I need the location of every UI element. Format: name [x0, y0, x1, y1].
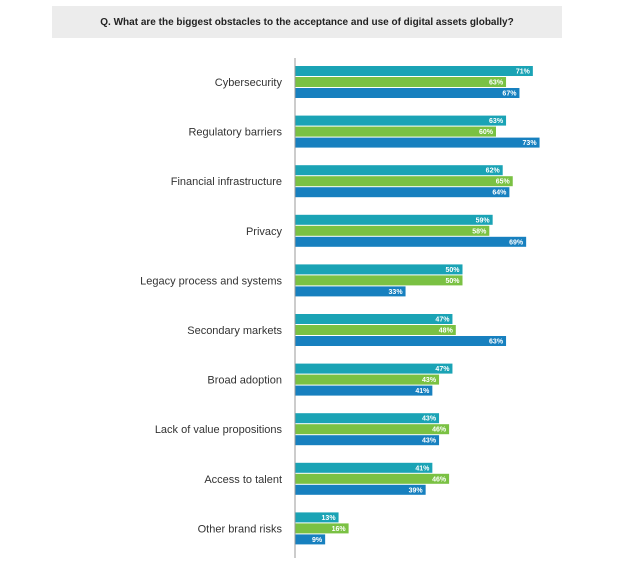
bar-privacy-series-1	[295, 214, 493, 225]
value-label-other-brand-risks-series-1: 13%	[322, 515, 337, 522]
bar-lack-of-value-propositions-series-1	[295, 413, 440, 424]
bar-secondary-markets-series-1	[295, 314, 453, 324]
chart-title-box: Q. What are the biggest obstacles to the…	[52, 6, 562, 38]
bar-broad-adoption-series-2	[295, 374, 440, 385]
value-label-legacy-process-and-systems-series-3: 33%	[389, 289, 404, 296]
category-labels-group: Cybersecurity Regulatory barriers Financia…	[140, 77, 282, 535]
category-label-regulatory-barriers: Regulatory barriers	[188, 127, 282, 139]
bar-cybersecurity-series-3	[295, 88, 520, 98]
bar-cybersecurity-series-2	[295, 77, 507, 87]
bar-secondary-markets-series-2	[295, 325, 456, 335]
chart-title: Q. What are the biggest obstacles to the…	[100, 16, 514, 28]
value-label-other-brand-risks-series-2: 16%	[332, 526, 347, 533]
value-label-regulatory-barriers-series-2: 60%	[479, 129, 494, 136]
bar-other-brand-risks-series-2	[295, 523, 349, 534]
value-label-legacy-process-and-systems-series-1: 50%	[445, 267, 460, 274]
value-label-access-to-talent-series-2: 46%	[432, 476, 447, 483]
category-label-broad-adoption: Broad adoption	[207, 375, 282, 387]
category-label-other-brand-risks: Other brand risks	[198, 523, 283, 535]
bars-group: 71% 63% 67% 63% 60% 73% 62% 65% 64% 59% 58% 69% 50% 5…	[295, 66, 540, 545]
bar-regulatory-barriers-series-2	[295, 126, 496, 137]
value-label-access-to-talent-series-1: 41%	[415, 465, 430, 472]
value-label-secondary-markets-series-1: 47%	[435, 317, 450, 324]
bar-legacy-process-and-systems-series-3	[295, 286, 406, 297]
value-label-regulatory-barriers-series-3: 73%	[523, 140, 538, 147]
value-label-legacy-process-and-systems-series-2: 50%	[445, 278, 460, 285]
value-label-broad-adoption-series-3: 41%	[415, 388, 430, 395]
value-label-financial-infrastructure-series-1: 62%	[486, 168, 501, 175]
value-label-privacy-series-3: 69%	[509, 239, 524, 246]
value-label-privacy-series-1: 59%	[476, 217, 491, 224]
value-label-privacy-series-2: 58%	[472, 228, 487, 235]
value-label-secondary-markets-series-3: 63%	[489, 339, 504, 346]
bar-access-to-talent-series-1	[295, 462, 433, 473]
value-label-regulatory-barriers-series-1: 63%	[489, 118, 504, 125]
bar-lack-of-value-propositions-series-3	[295, 435, 440, 446]
bar-financial-infrastructure-series-3	[295, 187, 510, 198]
bar-legacy-process-and-systems-series-2	[295, 275, 463, 286]
bar-access-to-talent-series-2	[295, 473, 450, 484]
bar-secondary-markets-series-3	[295, 336, 507, 346]
bar-other-brand-risks-series-1	[295, 512, 339, 523]
bar-access-to-talent-series-3	[295, 484, 426, 495]
value-label-cybersecurity-series-3: 67%	[502, 91, 517, 98]
bar-regulatory-barriers-series-1	[295, 115, 507, 126]
category-label-lack-of-value-propositions: Lack of value propositions	[155, 424, 283, 436]
value-label-lack-of-value-propositions-series-2: 46%	[432, 427, 447, 434]
category-label-legacy-process-and-systems: Legacy process and systems	[140, 275, 282, 287]
bar-legacy-process-and-systems-series-1	[295, 264, 463, 275]
value-label-broad-adoption-series-2: 43%	[422, 377, 437, 384]
bar-other-brand-risks-series-3	[295, 534, 326, 545]
value-label-cybersecurity-series-1: 71%	[516, 69, 531, 76]
category-label-secondary-markets: Secondary markets	[187, 325, 282, 337]
bar-financial-infrastructure-series-1	[295, 165, 503, 176]
bar-financial-infrastructure-series-2	[295, 176, 513, 187]
category-label-privacy: Privacy	[246, 226, 283, 238]
value-label-cybersecurity-series-2: 63%	[489, 80, 504, 87]
bar-cybersecurity-series-1	[295, 66, 533, 76]
value-label-broad-adoption-series-1: 47%	[435, 366, 450, 373]
bar-privacy-series-3	[295, 236, 527, 247]
bar-broad-adoption-series-3	[295, 385, 433, 396]
category-label-access-to-talent: Access to talent	[204, 474, 282, 486]
value-label-lack-of-value-propositions-series-3: 43%	[422, 438, 437, 445]
bar-broad-adoption-series-1	[295, 363, 453, 374]
value-label-financial-infrastructure-series-3: 64%	[492, 190, 507, 197]
category-label-cybersecurity: Cybersecurity	[215, 77, 283, 89]
value-label-access-to-talent-series-3: 39%	[409, 487, 424, 494]
value-label-financial-infrastructure-series-2: 65%	[496, 179, 511, 186]
category-label-financial-infrastructure: Financial infrastructure	[171, 176, 282, 188]
bar-regulatory-barriers-series-3	[295, 137, 540, 148]
value-label-other-brand-risks-series-3: 9%	[312, 537, 323, 544]
value-label-secondary-markets-series-2: 48%	[439, 328, 454, 335]
bar-privacy-series-2	[295, 225, 490, 236]
value-label-lack-of-value-propositions-series-1: 43%	[422, 416, 437, 423]
bar-lack-of-value-propositions-series-2	[295, 424, 450, 435]
